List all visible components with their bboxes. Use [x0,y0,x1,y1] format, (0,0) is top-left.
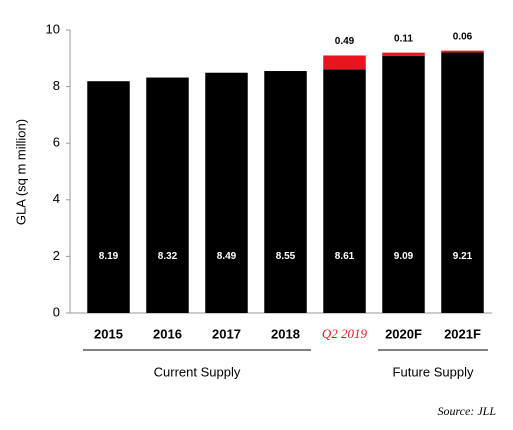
bar-segment [146,77,189,313]
group-label: Future Supply [393,364,474,379]
value-label: 8.55 [276,251,296,262]
value-label: 8.19 [99,251,119,262]
value-label: 0.49 [335,36,355,47]
bar-segment [87,81,130,314]
x-tick-label: 2018 [271,326,300,341]
value-label: 0.11 [394,33,413,44]
bar-segment [382,55,425,314]
x-tick-label: 2016 [153,326,182,341]
bar-segment [323,55,366,70]
bar-segment [323,69,366,313]
y-tick-label: 4 [53,191,60,206]
bar-segment [264,71,307,313]
source: Source: JLL [437,404,496,418]
value-label: 9.09 [394,251,414,262]
group-label: Current Supply [154,364,241,379]
x-tick-label: 2015 [94,326,123,341]
value-label: 8.32 [158,251,178,262]
y-tick-label: 0 [53,304,60,319]
y-axis-label: GLA (sq m million) [13,119,28,225]
y-tick-label: 8 [53,78,60,93]
value-label: 0.06 [453,31,473,42]
x-tick-label: 2020F [385,326,422,341]
x-tick-label: 2017 [212,326,241,341]
bar-segment [205,72,248,313]
bar-segment [382,52,425,56]
value-label: 9.21 [453,251,473,262]
value-label: 8.61 [335,251,355,262]
x-tick-label: Q2 2019 [322,326,368,341]
bar-segment [441,52,484,314]
y-tick-label: 6 [53,135,60,150]
value-label: 8.49 [217,251,237,262]
bar-segment [441,50,484,53]
y-tick-label: 2 [53,248,60,263]
x-tick-label: 2021F [444,326,481,341]
y-tick-label: 10 [46,21,60,36]
